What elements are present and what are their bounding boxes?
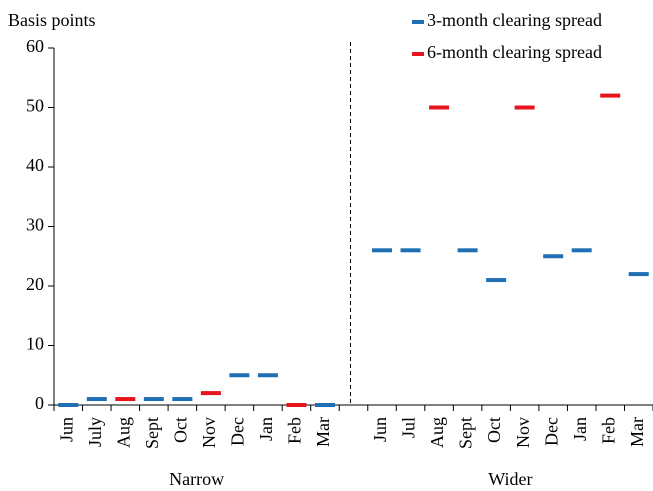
dash-marker: [600, 93, 621, 98]
y-tick-label: 10: [26, 334, 44, 354]
dash-marker: [86, 397, 107, 402]
x-tick-label: Oct: [484, 417, 504, 443]
dash-marker: [372, 248, 393, 253]
y-tick-label: 50: [26, 96, 44, 116]
dash-marker: [115, 397, 136, 402]
x-tick-label: Sept: [142, 417, 162, 449]
dash-marker: [286, 403, 307, 407]
dash-marker: [514, 105, 535, 110]
dash-marker: [229, 373, 250, 378]
dash-marker: [486, 278, 507, 283]
dash-marker: [172, 397, 193, 402]
dash-marker: [571, 248, 592, 253]
x-tick-label: Jan: [570, 417, 590, 441]
group-label: Narrow: [169, 469, 224, 489]
x-tick-label: Dec: [541, 417, 561, 446]
x-tick-label: July: [85, 417, 105, 447]
x-tick-label: Feb: [285, 417, 305, 444]
x-tick-label: Jan: [256, 417, 276, 441]
group-label: Wider: [488, 469, 532, 489]
dash-marker: [257, 373, 278, 378]
y-tick-label: 30: [26, 215, 44, 235]
x-tick-label: Mar: [627, 417, 647, 447]
x-tick-label: Aug: [427, 417, 447, 448]
x-tick-label: Aug: [113, 417, 133, 448]
x-tick-label: Jun: [56, 417, 76, 442]
y-tick-label: 20: [26, 274, 44, 294]
legend-swatch: [412, 20, 424, 24]
x-tick-label: Jun: [370, 417, 390, 442]
x-tick-label: Dec: [228, 417, 248, 446]
dash-marker: [400, 248, 421, 253]
x-tick-label: Nov: [513, 417, 533, 448]
x-tick-label: Nov: [199, 417, 219, 448]
y-tick-label: 60: [26, 36, 44, 56]
legend-label: 3-month clearing spread: [427, 10, 602, 30]
x-tick-label: Oct: [170, 417, 190, 443]
dash-marker: [628, 272, 649, 277]
x-tick-label: Jul: [399, 417, 419, 438]
dash-marker: [429, 105, 450, 110]
legend-label: 6-month clearing spread: [427, 42, 602, 62]
dash-marker: [143, 397, 164, 402]
x-tick-label: Sept: [456, 417, 476, 449]
x-tick-label: Feb: [598, 417, 618, 444]
dash-marker: [58, 403, 79, 407]
legend-swatch: [412, 52, 424, 56]
dash-marker: [457, 248, 478, 253]
dash-marker: [314, 403, 335, 407]
y-axis-title: Basis points: [8, 10, 96, 30]
x-tick-label: Mar: [313, 417, 333, 447]
dash-marker: [200, 391, 221, 396]
dash-marker: [543, 254, 564, 259]
y-tick-label: 0: [35, 393, 44, 413]
y-tick-label: 40: [26, 155, 44, 175]
